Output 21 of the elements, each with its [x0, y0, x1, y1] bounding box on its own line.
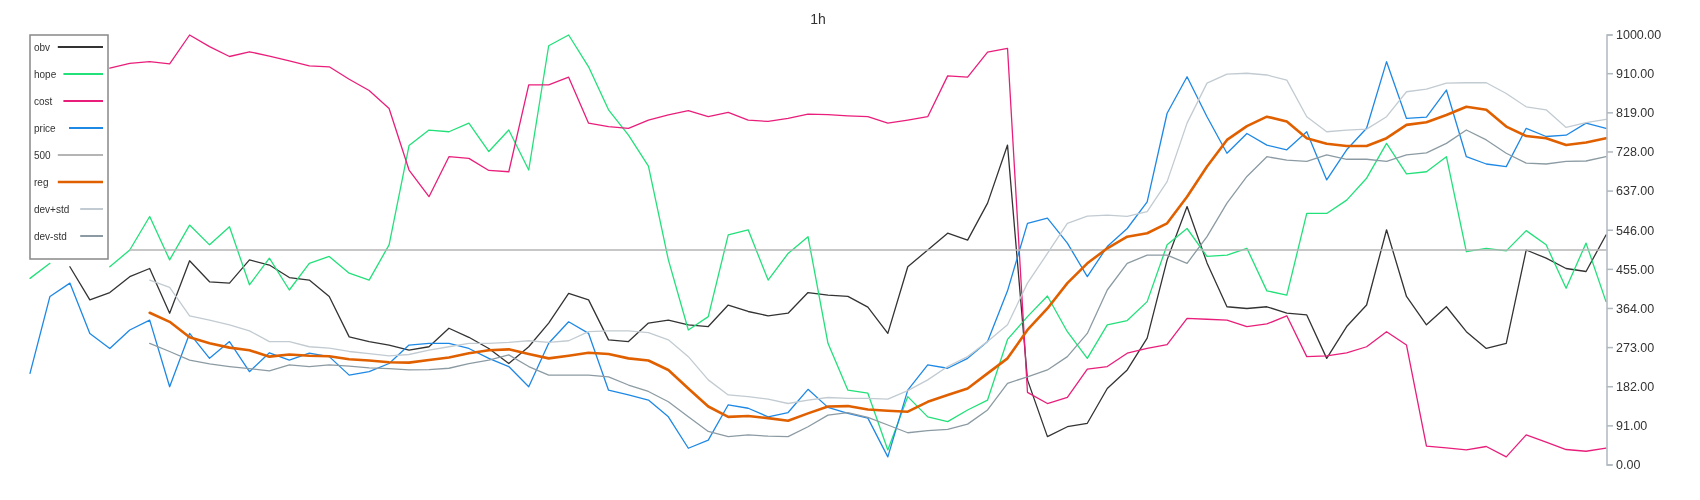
y-tick-label: 1000.00: [1616, 28, 1662, 43]
legend-label: hope: [34, 68, 57, 80]
y-tick-label: 182.00: [1616, 380, 1655, 395]
legend-label: price: [34, 122, 57, 134]
chart-title: 1h: [810, 11, 826, 27]
legend-label: cost: [34, 95, 53, 107]
legend-label: dev-std: [34, 230, 67, 242]
y-tick-label: 637.00: [1616, 184, 1655, 199]
y-tick-label: 91.00: [1616, 419, 1648, 434]
y-tick-label: 364.00: [1616, 301, 1655, 316]
legend-label: dev+std: [34, 203, 70, 215]
y-tick-label: 910.00: [1616, 67, 1655, 82]
legend-label: obv: [34, 41, 51, 53]
y-tick-label: 455.00: [1616, 262, 1655, 277]
y-tick-label: 273.00: [1616, 340, 1655, 355]
y-tick-label: 819.00: [1616, 106, 1655, 121]
y-tick-label: 546.00: [1616, 223, 1655, 238]
y-tick-label: 0.00: [1616, 458, 1641, 473]
legend-label: reg: [34, 176, 49, 188]
legend-label: 500: [34, 149, 52, 161]
y-tick-label: 728.00: [1616, 145, 1655, 160]
